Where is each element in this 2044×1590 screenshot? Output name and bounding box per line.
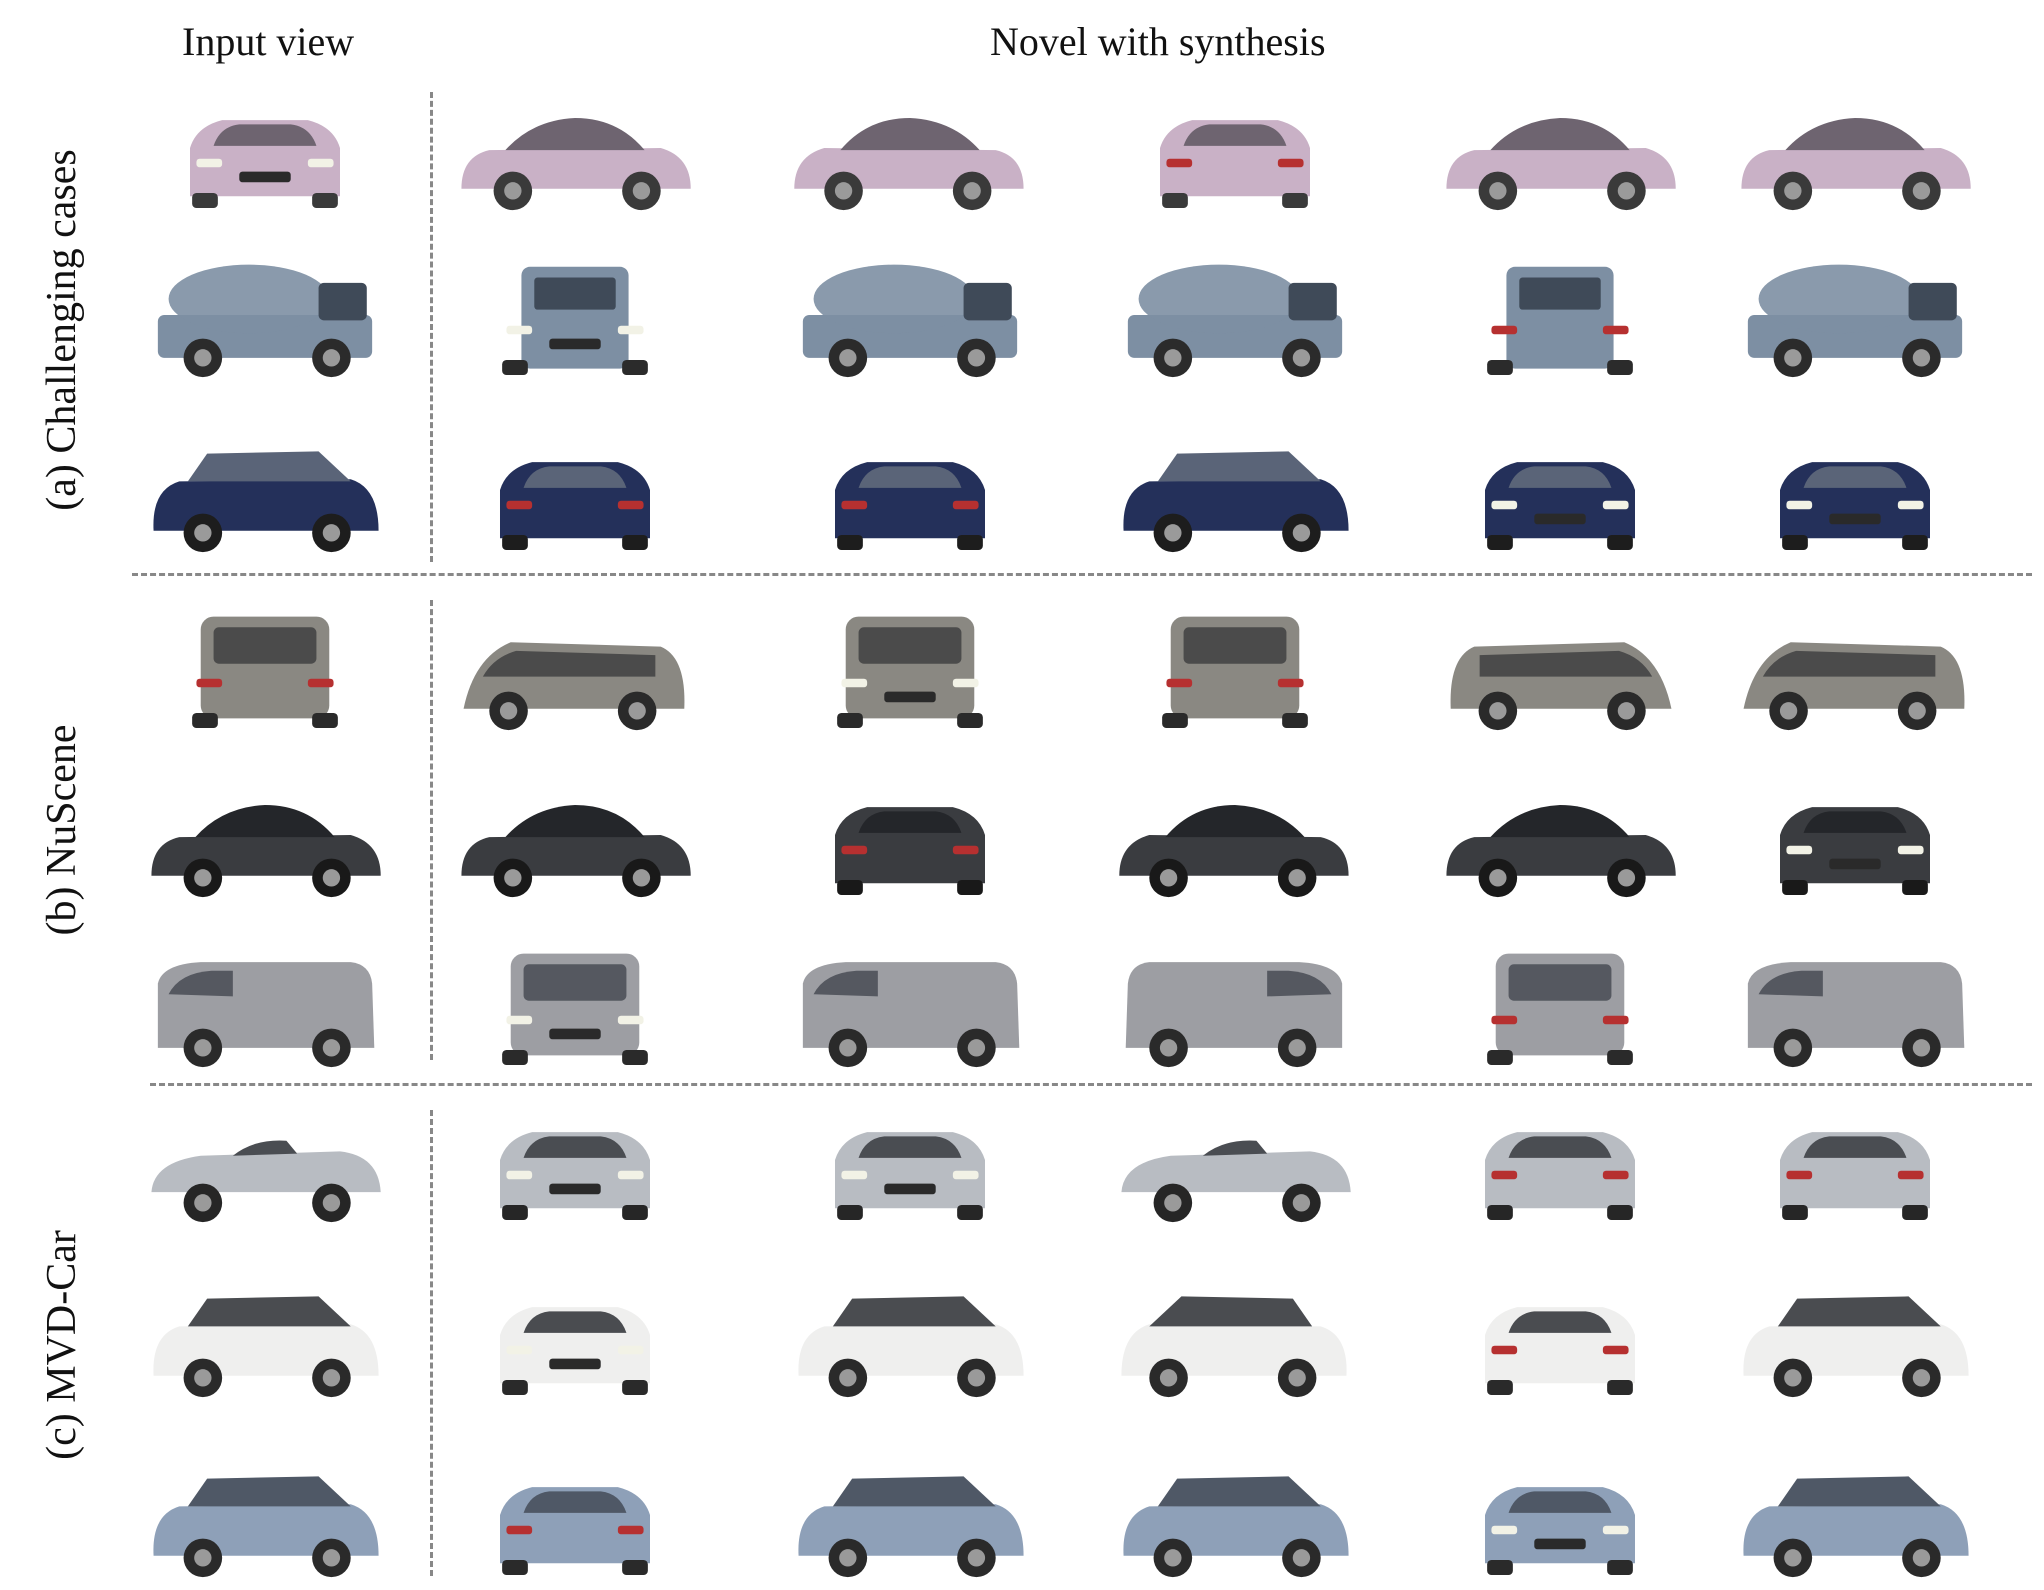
- novel-car-image: [1430, 1260, 1690, 1410]
- novel-car-image: [780, 930, 1040, 1080]
- novel-car-image: [1430, 593, 1690, 743]
- novel-car-image: [1430, 1440, 1690, 1590]
- novel-car-image: [1725, 930, 1985, 1080]
- novel-car-image: [1725, 1440, 1985, 1590]
- novel-car-image: [780, 73, 1040, 223]
- novel-car-image: [780, 760, 1040, 910]
- novel-car-image: [1105, 1085, 1365, 1235]
- novel-car-image: [1430, 760, 1690, 910]
- section-label-challenging: (a) Challenging cases: [39, 149, 85, 511]
- novel-car-image: [1105, 73, 1365, 223]
- input-car-image: [135, 73, 395, 223]
- novel-car-image: [1725, 240, 1985, 390]
- novel-car-image: [1105, 930, 1365, 1080]
- novel-car-image: [445, 930, 705, 1080]
- novel-car-image: [1430, 240, 1690, 390]
- horizontal-divider-bc: [150, 1083, 2032, 1086]
- novel-car-image: [1430, 1085, 1690, 1235]
- novel-car-image: [780, 415, 1040, 565]
- novel-car-image: [1725, 73, 1985, 223]
- novel-car-image: [1725, 415, 1985, 565]
- novel-car-image: [780, 1440, 1040, 1590]
- novel-car-image: [1725, 1085, 1985, 1235]
- input-car-image: [135, 415, 395, 565]
- vertical-divider-b: [430, 600, 433, 1060]
- novel-car-image: [445, 593, 705, 743]
- novel-car-image: [1725, 1260, 1985, 1410]
- novel-car-image: [445, 760, 705, 910]
- novel-car-image: [1430, 415, 1690, 565]
- input-car-image: [135, 1085, 395, 1235]
- novel-car-image: [445, 415, 705, 565]
- input-car-image: [135, 593, 395, 743]
- novel-car-image: [1105, 1260, 1365, 1410]
- novel-car-image: [780, 593, 1040, 743]
- novel-car-image: [1105, 1440, 1365, 1590]
- input-view-header: Input view: [182, 19, 355, 64]
- novel-car-image: [445, 1440, 705, 1590]
- input-car-image: [135, 1260, 395, 1410]
- novel-car-image: [1725, 593, 1985, 743]
- novel-car-image: [1430, 73, 1690, 223]
- novel-view-header: Novel with synthesis: [990, 19, 1326, 64]
- horizontal-divider-ab: [132, 573, 2032, 576]
- input-car-image: [135, 760, 395, 910]
- vertical-divider-a: [430, 92, 433, 562]
- novel-car-image: [780, 1085, 1040, 1235]
- section-label-mvd-car: (c) MVD-Car: [39, 1230, 85, 1460]
- input-car-image: [135, 240, 395, 390]
- novel-car-image: [445, 1260, 705, 1410]
- section-label-nuscene: (b) NuScene: [39, 724, 85, 936]
- novel-car-image: [445, 1085, 705, 1235]
- novel-car-image: [445, 240, 705, 390]
- novel-car-image: [780, 1260, 1040, 1410]
- input-car-image: [135, 1440, 395, 1590]
- novel-car-image: [1725, 760, 1985, 910]
- novel-car-image: [1105, 760, 1365, 910]
- novel-car-image: [780, 240, 1040, 390]
- novel-car-image: [1105, 593, 1365, 743]
- vertical-divider-c: [430, 1110, 433, 1576]
- novel-car-image: [1430, 930, 1690, 1080]
- novel-car-image: [1105, 415, 1365, 565]
- novel-car-image: [445, 73, 705, 223]
- novel-car-image: [1105, 240, 1365, 390]
- input-car-image: [135, 930, 395, 1080]
